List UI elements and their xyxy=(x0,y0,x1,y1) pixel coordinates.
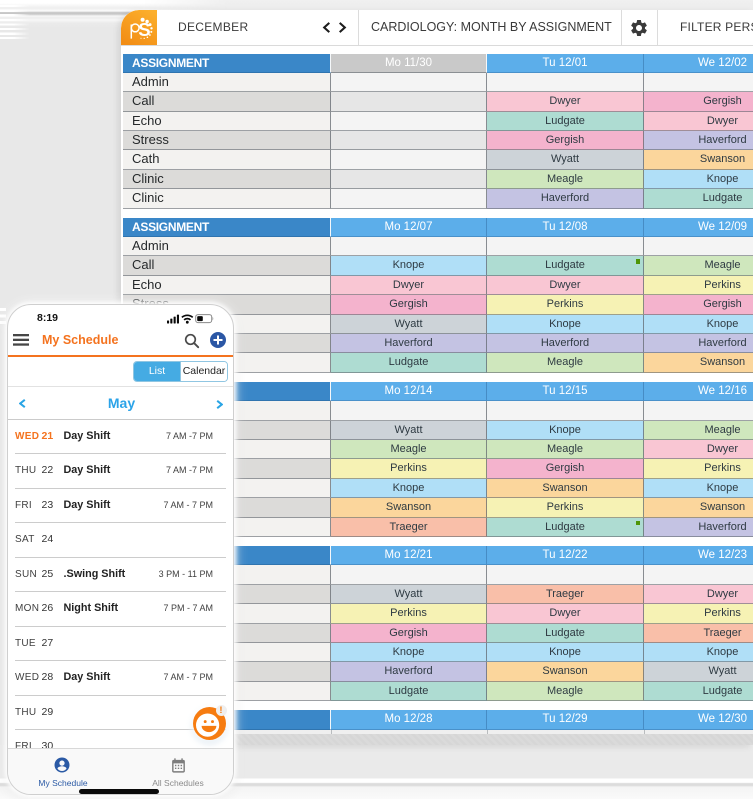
svg-text:S: S xyxy=(138,19,150,40)
